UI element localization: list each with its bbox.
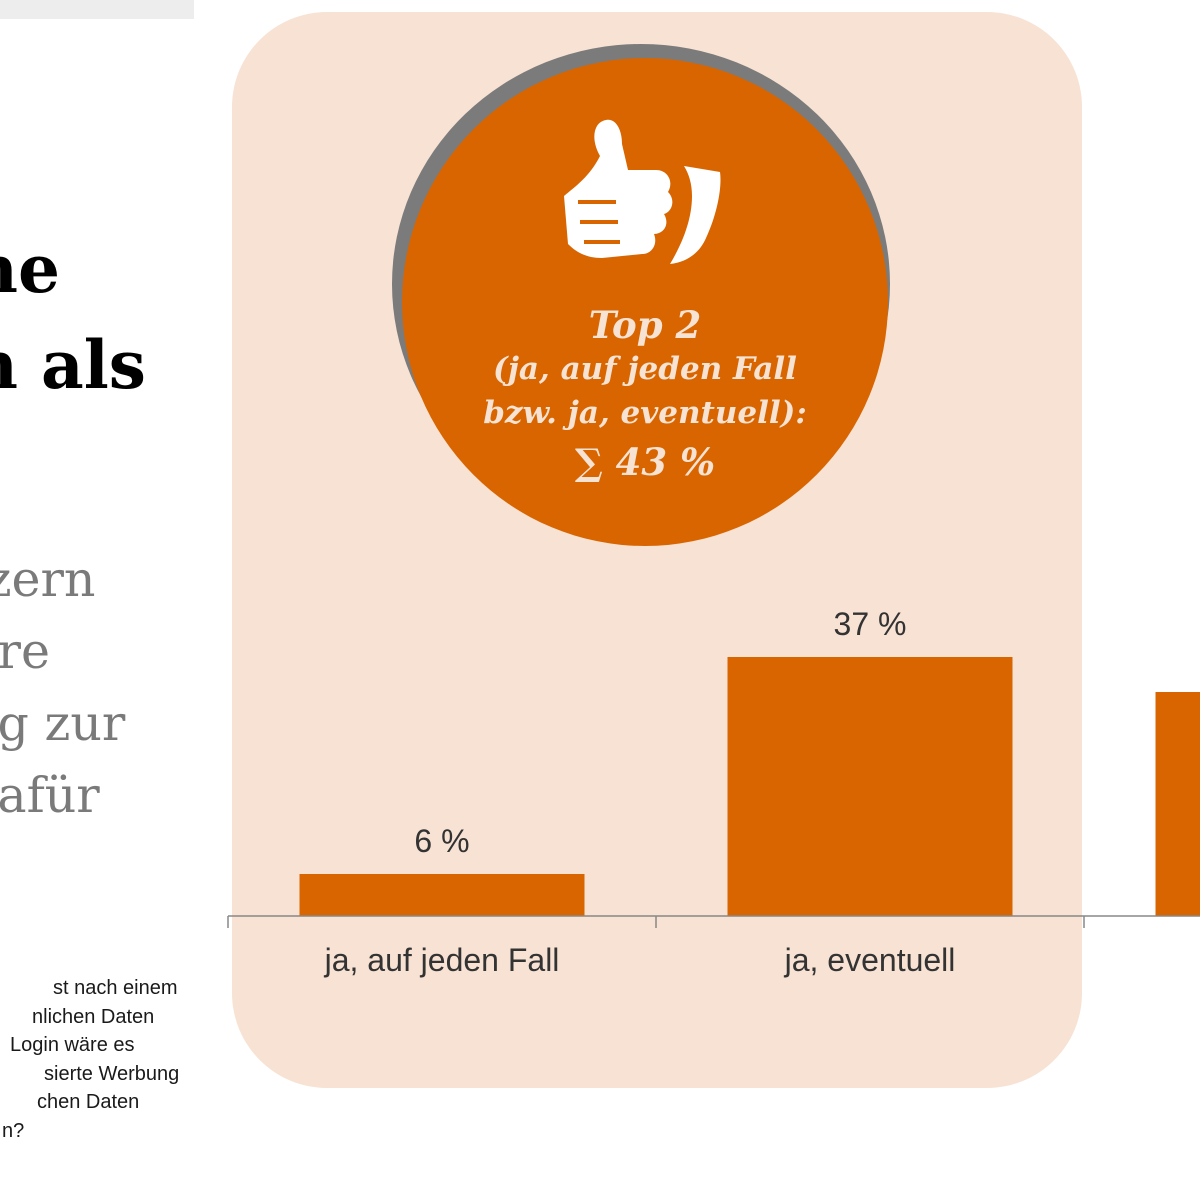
bar-1 bbox=[727, 657, 1013, 916]
thumbs-up-icon bbox=[564, 119, 721, 264]
category-label-1: ja, eventuell bbox=[784, 942, 956, 978]
category-label-0: ja, auf jeden Fall bbox=[324, 942, 560, 978]
top-bar bbox=[0, 0, 194, 19]
bar-2 bbox=[1155, 692, 1200, 916]
headline-line-2: n als bbox=[0, 326, 146, 404]
footnote-line-4: sierte Werbung bbox=[44, 1063, 180, 1085]
badge-total: ∑ 43 % bbox=[574, 440, 716, 484]
subtext-line-4: dafür bbox=[0, 767, 100, 824]
data-label-1: 37 % bbox=[834, 606, 907, 642]
top2-badge bbox=[402, 58, 888, 546]
headline-line-1: he bbox=[0, 230, 60, 308]
footnote-line-3: Login wäre es bbox=[10, 1034, 135, 1056]
badge-title: Top 2 bbox=[588, 303, 702, 347]
bar-0 bbox=[299, 874, 585, 916]
footnote-line-5: chen Daten bbox=[37, 1091, 140, 1113]
subtext-line-1: tzern bbox=[0, 551, 96, 608]
subtext-line-3: ng zur bbox=[0, 695, 126, 752]
footnote-line-6: n? bbox=[2, 1120, 25, 1142]
badge-line-2: bzw. ja, eventuell): bbox=[483, 395, 807, 431]
badge-line-1: (ja, auf jeden Fall bbox=[493, 351, 797, 387]
footnote-line-2: nlichen Daten bbox=[32, 1006, 155, 1028]
footnote-line-1: st nach einem bbox=[53, 977, 178, 999]
subtext-line-2: hre bbox=[0, 623, 50, 680]
data-label-0: 6 % bbox=[414, 823, 469, 859]
